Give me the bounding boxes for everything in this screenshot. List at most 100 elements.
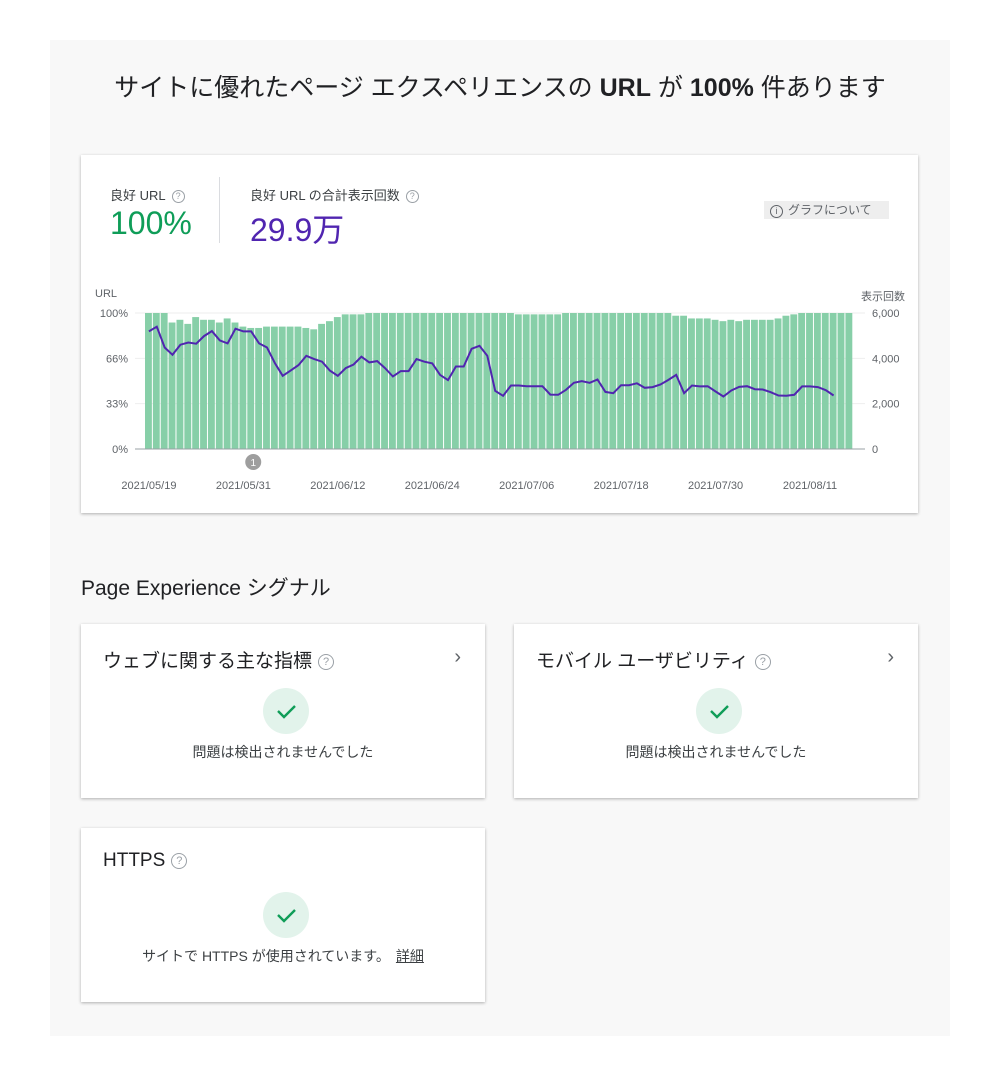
- bar: [412, 313, 420, 449]
- bar: [451, 313, 459, 449]
- card-title: ウェブに関する主な指標?: [103, 646, 335, 673]
- left-tick-label: 33%: [106, 399, 128, 411]
- bar: [160, 313, 168, 449]
- card-title: モバイル ユーザビリティ?: [536, 646, 771, 673]
- bar: [483, 313, 491, 449]
- bar: [514, 314, 522, 449]
- bar: [152, 313, 160, 449]
- section-title: Page Experience シグナル: [81, 577, 331, 600]
- bar: [688, 318, 695, 449]
- bar: [617, 313, 625, 449]
- bar: [326, 321, 333, 449]
- left-tick-label: 100%: [100, 308, 128, 320]
- x-tick-label: 2021/05/19: [121, 480, 176, 492]
- bar: [459, 313, 467, 449]
- right-tick-label: 4,000: [872, 353, 900, 365]
- help-icon[interactable]: ?: [171, 852, 188, 869]
- bar: [388, 313, 396, 449]
- bar: [365, 313, 373, 449]
- card-title-text: モバイル ユーザビリティ: [536, 651, 749, 672]
- bar: [247, 327, 255, 449]
- status-message: 問題は検出されませんでした: [625, 744, 807, 760]
- info-icon: i: [770, 205, 783, 218]
- left-tick-label: 66%: [106, 353, 128, 365]
- chevron-right-icon[interactable]: ›: [887, 646, 894, 668]
- bar: [270, 326, 278, 449]
- bar: [530, 314, 538, 449]
- bar: [609, 313, 617, 449]
- help-icon[interactable]: ?: [171, 190, 185, 204]
- mobile-usability-card[interactable]: モバイル ユーザビリティ? › 問題は検出されませんでした: [514, 624, 918, 798]
- bar: [782, 315, 790, 449]
- chevron-right-icon[interactable]: ›: [454, 646, 461, 668]
- divider: [219, 177, 220, 243]
- title-url: URL: [599, 74, 651, 102]
- bar: [507, 313, 514, 449]
- bar: [546, 314, 554, 449]
- bar: [278, 326, 286, 449]
- bar: [656, 313, 664, 449]
- right-tick-label: 0: [872, 444, 878, 456]
- bar: [255, 327, 263, 449]
- bar: [499, 313, 507, 449]
- status-message-text: サイトで HTTPS が使用されています。: [142, 948, 390, 964]
- status-message: 問題は検出されませんでした: [192, 744, 374, 760]
- title-text: サイトに優れたページ エクスペリエンスの: [114, 74, 600, 102]
- bar: [145, 313, 152, 449]
- good-url-label-text: 良好 URL: [110, 188, 166, 203]
- bar: [640, 313, 648, 449]
- x-tick-label: 2021/07/06: [499, 480, 554, 492]
- bar: [538, 314, 546, 449]
- bar: [829, 313, 837, 449]
- bar: [758, 319, 766, 449]
- annotation-marker: [245, 454, 262, 470]
- help-icon[interactable]: ?: [754, 653, 771, 670]
- title-text: が: [650, 74, 690, 102]
- bar: [396, 313, 404, 449]
- card-title: HTTPS?: [103, 850, 188, 872]
- left-axis-label: URL: [95, 288, 117, 300]
- help-icon[interactable]: ?: [318, 653, 335, 670]
- bar: [719, 321, 727, 449]
- bar: [562, 313, 569, 449]
- bar: [743, 319, 750, 449]
- right-axis-label: 表示回数: [861, 289, 905, 303]
- bar: [207, 319, 215, 449]
- status-message: サイトで HTTPS が使用されています。 詳細: [81, 946, 485, 966]
- impressions-value: 29.9万: [250, 212, 345, 248]
- bar: [845, 313, 853, 449]
- bar: [436, 313, 444, 449]
- bar: [302, 327, 310, 449]
- bar: [680, 315, 688, 449]
- help-icon[interactable]: ?: [405, 190, 419, 204]
- bar: [310, 329, 318, 449]
- core-web-vitals-card[interactable]: ウェブに関する主な指標? › 問題は検出されませんでした: [81, 624, 485, 798]
- summary-chart-card: 良好 URL? 100% 良好 URL の合計表示回数? 29.9万 i グラフに…: [81, 155, 918, 513]
- bar: [176, 319, 184, 449]
- bar: [192, 317, 200, 449]
- bar: [341, 314, 349, 449]
- right-tick-label: 6,000: [872, 308, 900, 320]
- check-icon: [263, 688, 309, 734]
- bar: [766, 319, 774, 449]
- bar: [837, 313, 845, 449]
- bar: [727, 319, 735, 449]
- card-title-text: HTTPS: [103, 850, 166, 871]
- x-tick-label: 2021/08/11: [783, 480, 837, 492]
- bar: [184, 323, 192, 449]
- x-tick-label: 2021/07/30: [688, 480, 743, 492]
- check-icon: [263, 892, 309, 938]
- bar: [695, 318, 703, 449]
- bar: [625, 313, 632, 449]
- bar: [263, 326, 270, 449]
- good-url-label: 良好 URL?: [110, 185, 185, 204]
- bar: [601, 313, 609, 449]
- about-graph-button[interactable]: i グラフについて: [764, 201, 889, 219]
- bar: [223, 318, 231, 449]
- details-link[interactable]: 詳細: [395, 948, 424, 964]
- bar: [711, 319, 719, 449]
- x-tick-label: 2021/06/24: [405, 480, 460, 492]
- bar: [475, 313, 483, 449]
- bar: [444, 313, 451, 449]
- bar: [286, 326, 294, 449]
